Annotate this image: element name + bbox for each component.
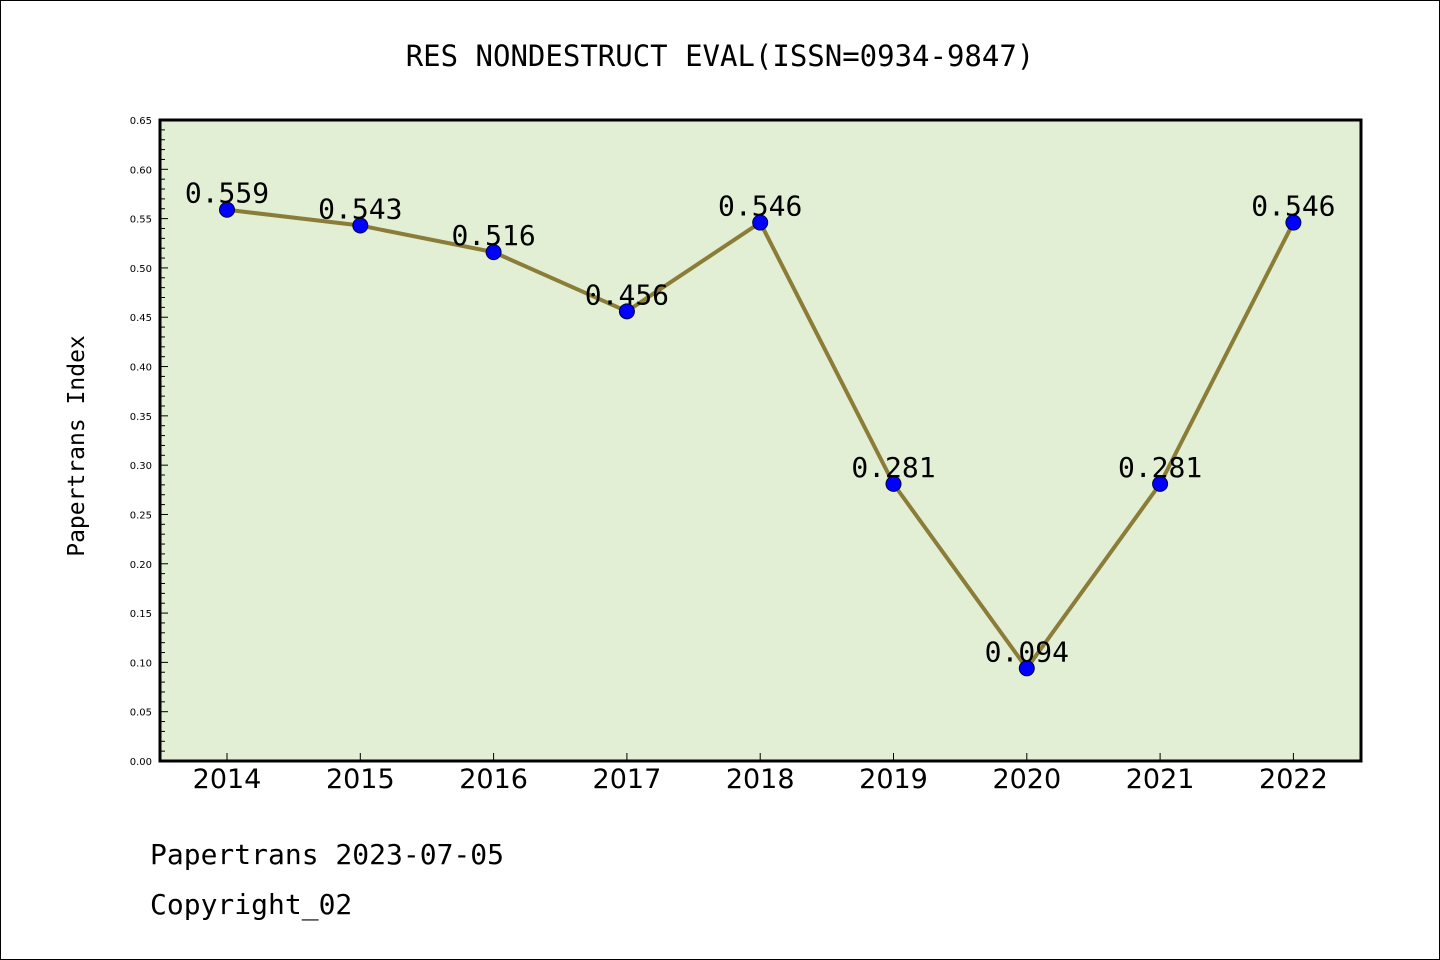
y-axis-label: Papertrans Index — [64, 335, 90, 557]
x-tick-label: 2019 — [859, 764, 928, 795]
data-label: 0.546 — [1251, 190, 1335, 223]
y-tick-label: 0.05 — [130, 708, 152, 719]
data-point — [885, 475, 902, 492]
y-tick-label: 0.55 — [130, 215, 152, 226]
y-tick-label: 0.50 — [130, 264, 152, 275]
chart-title: RES NONDESTRUCT EVAL(ISSN=0934-9847) — [406, 39, 1035, 73]
x-tick-label: 2021 — [1126, 764, 1195, 795]
x-tick-label: 2016 — [459, 764, 528, 795]
data-label: 0.546 — [718, 190, 802, 223]
data-point — [1018, 660, 1035, 677]
data-point — [219, 201, 235, 218]
y-tick-label: 0.45 — [130, 313, 152, 324]
y-tick-label: 0.20 — [130, 560, 152, 571]
data-label: 0.516 — [451, 219, 535, 252]
data-point — [352, 217, 369, 234]
y-tick-label: 0.25 — [130, 510, 152, 521]
data-label: 0.094 — [985, 635, 1069, 668]
footer-date: Papertrans 2023-07-05 — [150, 838, 504, 871]
data-point — [618, 303, 635, 320]
y-tick-label: 0.40 — [130, 363, 152, 374]
data-label: 0.559 — [185, 177, 269, 210]
x-tick-label: 2014 — [193, 764, 262, 795]
y-tick-label: 0.60 — [130, 165, 152, 176]
x-tick-label: 2020 — [992, 764, 1061, 795]
x-tick-label: 2015 — [326, 764, 395, 795]
footer-copyright: Copyright_02 — [150, 888, 352, 922]
x-tick-label: 2017 — [593, 764, 662, 795]
y-tick-label: 0.15 — [130, 609, 152, 620]
data-label: 0.456 — [585, 278, 669, 311]
y-tick-label: 0.35 — [130, 412, 152, 423]
data-label: 0.543 — [318, 193, 402, 226]
x-tick-label: 2018 — [726, 764, 795, 795]
data-point — [1152, 475, 1169, 492]
series-layer: 0.559 0.543 0.516 0.456 0.546 0.281 0.094 0.281… — [185, 177, 1336, 677]
x-tick-label: 2022 — [1259, 764, 1328, 795]
data-point — [485, 244, 502, 261]
y-axis-ticks: 0.00 0.05 0.10 0.15 0.20 0.25 0.30 0.35 0.40 0.45… — [130, 116, 168, 768]
data-label: 0.281 — [851, 451, 935, 484]
y-tick-label: 0.65 — [130, 116, 152, 127]
y-tick-label: 0.00 — [130, 757, 152, 768]
data-point — [752, 214, 769, 231]
data-point — [1285, 214, 1302, 231]
y-tick-label: 0.30 — [130, 461, 152, 472]
x-axis-ticks: 2014 2015 2016 2017 2018 2019 2020 2021 2022 — [193, 753, 1328, 795]
y-tick-label: 0.10 — [130, 658, 152, 669]
data-label: 0.281 — [1118, 451, 1202, 484]
